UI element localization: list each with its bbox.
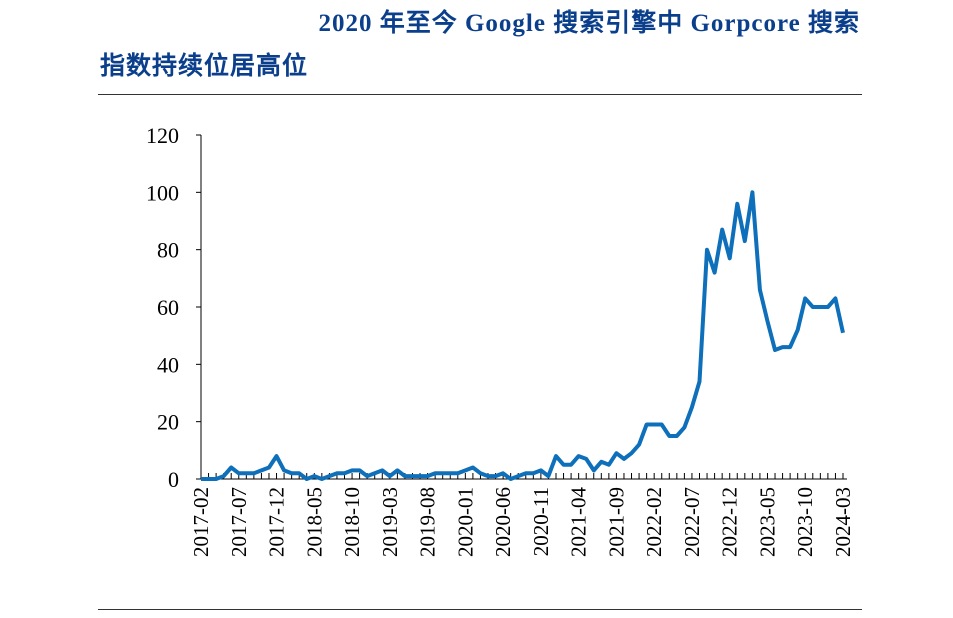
y-tick-label: 120	[146, 123, 179, 148]
y-tick-label: 0	[168, 467, 179, 492]
x-tick-label: 2022-07	[680, 487, 704, 557]
y-tick-label: 20	[157, 410, 179, 435]
bottom-rule	[98, 609, 862, 610]
x-tick-label: 2022-02	[642, 487, 666, 557]
x-tick-label: 2018-10	[340, 487, 364, 557]
y-tick-label: 60	[157, 295, 179, 320]
x-tick-label: 2020-11	[529, 487, 553, 556]
top-rule	[98, 94, 862, 95]
series-line	[201, 190, 845, 481]
x-tick-label: 2023-05	[755, 487, 779, 557]
x-tick-label: 2017-02	[189, 487, 213, 557]
y-tick-label: 100	[146, 180, 179, 205]
chart-title-line1: 2020 年至今 Google 搜索引擎中 Gorpcore 搜索	[318, 10, 860, 37]
x-tick-label: 2023-10	[793, 487, 817, 557]
x-tick-label: 2021-09	[604, 487, 628, 557]
y-tick-label: 80	[157, 238, 179, 263]
x-tick-label: 2022-12	[718, 487, 742, 557]
x-tick-label: 2017-12	[265, 487, 289, 557]
x-tick-label: 2024-03	[831, 487, 855, 557]
x-tick-label: 2017-07	[227, 487, 251, 557]
x-tick-label: 2020-06	[491, 487, 515, 557]
x-tick-label: 2019-08	[416, 487, 440, 557]
x-tick-label: 2021-04	[567, 487, 591, 557]
x-tick-label: 2018-05	[302, 487, 326, 557]
x-tick-label: 2020-01	[453, 487, 477, 557]
chart-title-line2: 指数持续位居高位	[100, 53, 309, 80]
y-tick-label: 40	[157, 352, 179, 377]
x-tick-label: 2019-03	[378, 487, 402, 557]
